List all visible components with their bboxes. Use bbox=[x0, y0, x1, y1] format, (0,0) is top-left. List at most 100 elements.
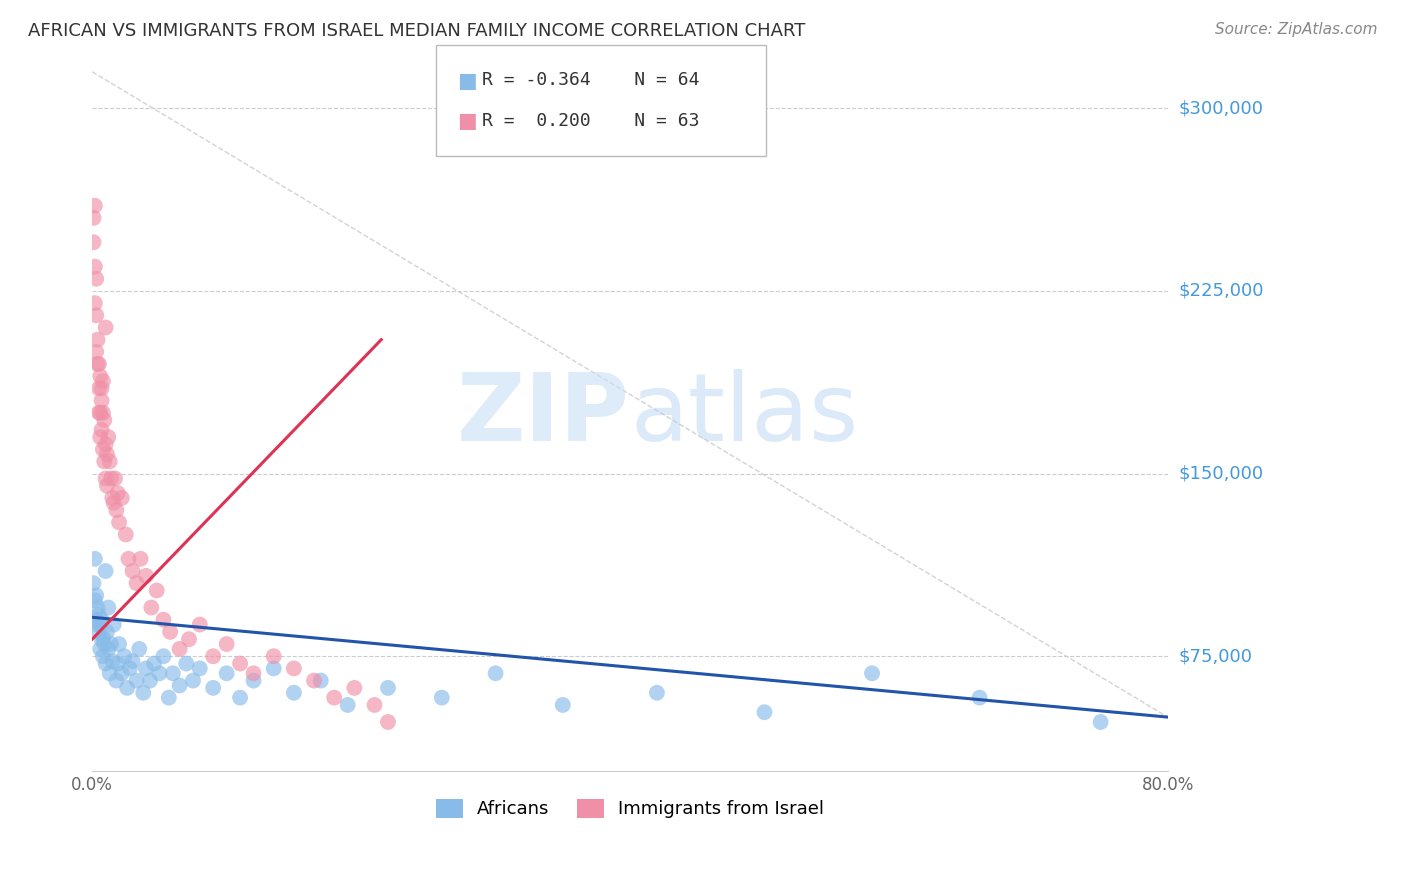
Point bbox=[115, 681, 138, 695]
Point bbox=[93, 454, 115, 468]
Point bbox=[86, 600, 108, 615]
Point bbox=[91, 374, 114, 388]
Point bbox=[969, 690, 991, 705]
Point bbox=[87, 381, 110, 395]
Point bbox=[157, 690, 180, 705]
Point bbox=[177, 632, 200, 647]
Point bbox=[1090, 714, 1112, 729]
Point bbox=[90, 381, 112, 395]
Point bbox=[87, 607, 110, 622]
Point bbox=[87, 357, 110, 371]
Point bbox=[94, 471, 117, 485]
Point bbox=[93, 413, 115, 427]
Point bbox=[96, 624, 118, 639]
Point bbox=[229, 657, 252, 671]
Point bbox=[105, 503, 128, 517]
Point bbox=[125, 673, 148, 688]
Point bbox=[323, 690, 346, 705]
Text: atlas: atlas bbox=[630, 369, 858, 461]
Point bbox=[754, 705, 776, 719]
Point bbox=[118, 661, 141, 675]
Point bbox=[202, 681, 225, 695]
Point bbox=[107, 486, 129, 500]
Point bbox=[83, 576, 105, 591]
Point bbox=[89, 369, 111, 384]
Point bbox=[263, 649, 285, 664]
Point bbox=[86, 357, 108, 371]
Point bbox=[91, 406, 114, 420]
Legend: Africans, Immigrants from Israel: Africans, Immigrants from Israel bbox=[429, 792, 831, 826]
Point bbox=[551, 698, 574, 712]
Point bbox=[283, 686, 305, 700]
Text: R = -0.364    N = 64: R = -0.364 N = 64 bbox=[482, 71, 700, 89]
Point bbox=[100, 637, 122, 651]
Text: R =  0.200    N = 63: R = 0.200 N = 63 bbox=[482, 112, 700, 129]
Point bbox=[90, 632, 112, 647]
Point bbox=[114, 649, 136, 664]
Point bbox=[89, 406, 111, 420]
Point bbox=[283, 661, 305, 675]
Point bbox=[103, 496, 125, 510]
Point bbox=[97, 600, 120, 615]
Point bbox=[143, 657, 166, 671]
Point bbox=[83, 260, 105, 274]
Point bbox=[90, 613, 112, 627]
Point bbox=[96, 447, 118, 461]
Point bbox=[84, 613, 107, 627]
Point bbox=[128, 641, 150, 656]
Point bbox=[94, 437, 117, 451]
Point bbox=[97, 430, 120, 444]
Text: Source: ZipAtlas.com: Source: ZipAtlas.com bbox=[1215, 22, 1378, 37]
Point bbox=[484, 666, 506, 681]
Point bbox=[84, 344, 107, 359]
Point bbox=[129, 551, 152, 566]
Point bbox=[83, 296, 105, 310]
Point bbox=[83, 235, 105, 250]
Point bbox=[87, 624, 110, 639]
Point bbox=[377, 681, 399, 695]
Point bbox=[176, 657, 198, 671]
Point bbox=[336, 698, 359, 712]
Point bbox=[105, 673, 128, 688]
Text: $225,000: $225,000 bbox=[1180, 282, 1264, 300]
Point bbox=[94, 564, 117, 578]
Point bbox=[98, 666, 121, 681]
Point bbox=[215, 666, 238, 681]
Point bbox=[100, 471, 122, 485]
Point bbox=[84, 588, 107, 602]
Point bbox=[87, 406, 110, 420]
Point bbox=[86, 617, 108, 632]
Point bbox=[114, 527, 136, 541]
Point bbox=[83, 199, 105, 213]
Point bbox=[86, 333, 108, 347]
Point bbox=[89, 617, 111, 632]
Point bbox=[645, 686, 668, 700]
Point bbox=[121, 564, 143, 578]
Point bbox=[159, 624, 181, 639]
Point bbox=[91, 442, 114, 457]
Text: AFRICAN VS IMMIGRANTS FROM ISRAEL MEDIAN FAMILY INCOME CORRELATION CHART: AFRICAN VS IMMIGRANTS FROM ISRAEL MEDIAN… bbox=[28, 22, 806, 40]
Point bbox=[202, 649, 225, 664]
Point bbox=[139, 673, 162, 688]
Point bbox=[83, 551, 105, 566]
Point bbox=[430, 690, 453, 705]
Point bbox=[121, 654, 143, 668]
Point bbox=[242, 673, 264, 688]
Point bbox=[188, 661, 211, 675]
Point bbox=[302, 673, 325, 688]
Text: ■: ■ bbox=[457, 71, 477, 91]
Point bbox=[145, 583, 167, 598]
Point bbox=[90, 393, 112, 408]
Point bbox=[108, 637, 131, 651]
Text: ZIP: ZIP bbox=[457, 369, 630, 461]
Point bbox=[860, 666, 883, 681]
Point bbox=[377, 714, 399, 729]
Point bbox=[90, 423, 112, 437]
Point bbox=[135, 661, 157, 675]
Point bbox=[103, 617, 125, 632]
Point bbox=[97, 641, 120, 656]
Point bbox=[111, 491, 134, 505]
Point bbox=[96, 479, 118, 493]
Point bbox=[229, 690, 252, 705]
Point bbox=[84, 272, 107, 286]
